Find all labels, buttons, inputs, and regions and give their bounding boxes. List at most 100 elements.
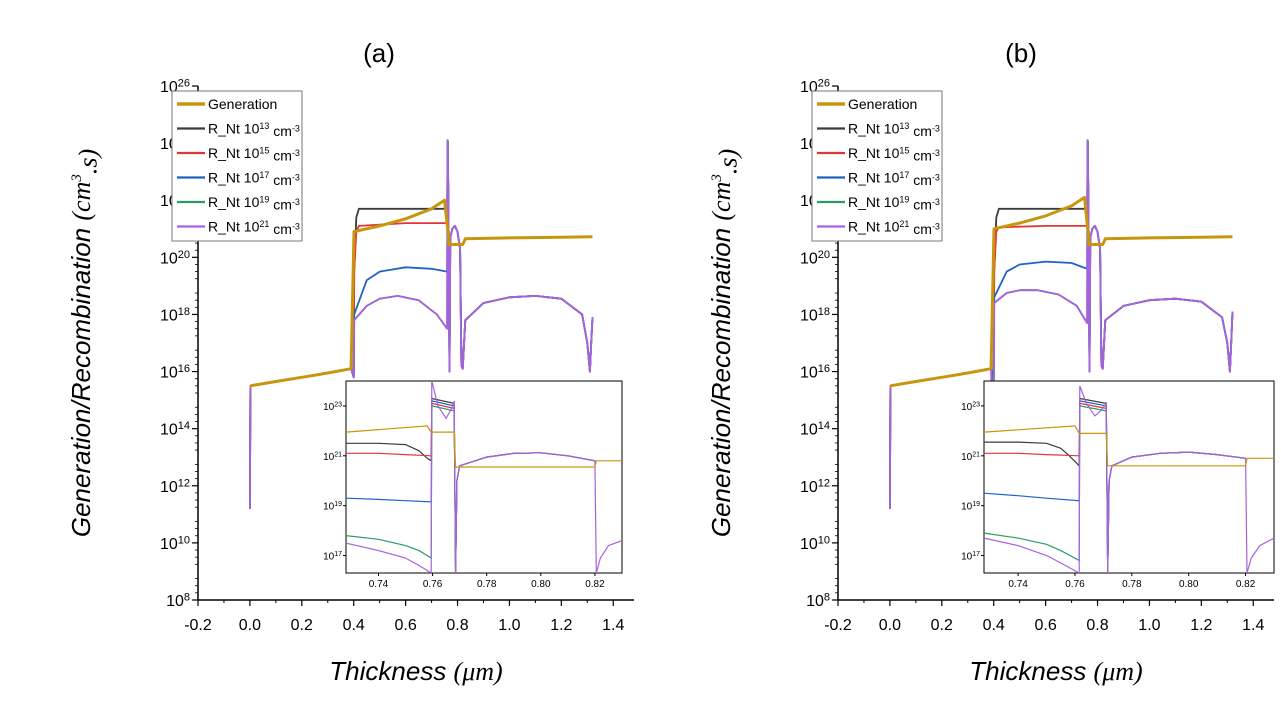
y-tick-label-exp: 14 xyxy=(178,420,190,432)
x-axis-title-unit: (μm) xyxy=(454,657,503,686)
y-tick-label-exp: 18 xyxy=(178,306,190,318)
inset-series-group xyxy=(984,385,1274,573)
legend-entry-unit: cm xyxy=(269,172,292,188)
y-axis-title: Generation/Recombination (cm3.s) xyxy=(66,149,103,537)
inset-x-tick-label: 0.74 xyxy=(369,579,389,590)
y-tick-label: 1020 xyxy=(800,249,830,268)
legend-box xyxy=(811,90,943,242)
inset-x-tick-label: 0.76 xyxy=(423,579,443,590)
legend-entry-main: R_Nt 10 xyxy=(208,145,260,161)
legend-entry: R_Nt 1015 cm-3 xyxy=(848,145,940,164)
y-axis-title-sup: 3 xyxy=(709,174,725,183)
inset-y-tick-label-base: 10 xyxy=(961,452,973,463)
legend-entry-main: R_Nt 10 xyxy=(208,194,260,210)
inset-y-tick-label-exp: 17 xyxy=(972,551,980,558)
legend-entry-unit-exp: -3 xyxy=(932,173,940,183)
legend-entry-exp: 13 xyxy=(259,121,269,131)
x-tick-label: -0.2 xyxy=(824,617,852,634)
y-tick-label-exp: 16 xyxy=(178,363,190,375)
legend-entry-exp: 17 xyxy=(259,170,269,180)
legend-entry-exp: 17 xyxy=(899,170,909,180)
x-axis-title-unit: (μm) xyxy=(1094,657,1143,686)
legend-entry-unit-exp: -3 xyxy=(292,124,300,134)
y-tick-label-base: 10 xyxy=(800,422,818,439)
legend-entry-unit-exp: -3 xyxy=(292,148,300,158)
legend-entry-exp: 19 xyxy=(259,195,269,205)
legend-entry-unit: cm xyxy=(909,172,932,188)
inset-y-tick-label-base: 10 xyxy=(961,502,973,513)
x-tick-label: 0.4 xyxy=(343,617,365,634)
y-axis-title-tail: .s) xyxy=(714,149,743,174)
legend-entry-unit-exp: -3 xyxy=(292,197,300,207)
inset-y-tick-label: 1021 xyxy=(323,451,342,463)
inset-series-line xyxy=(346,381,622,573)
y-tick-label-exp: 16 xyxy=(818,363,830,375)
inset-y-tick-label-base: 10 xyxy=(323,452,335,463)
legend-entry: Generation xyxy=(208,96,277,112)
legend-entry-unit-exp: -3 xyxy=(932,197,940,207)
inset-y-tick-label: 1023 xyxy=(323,401,342,413)
y-tick-label: 1010 xyxy=(160,534,190,553)
legend-entry-unit: cm xyxy=(909,197,932,213)
y-tick-label-base: 10 xyxy=(806,593,824,610)
legend-entry-unit-exp: -3 xyxy=(932,148,940,158)
legend-entry-unit: cm xyxy=(269,123,292,139)
y-tick-label-exp: 12 xyxy=(178,477,190,489)
y-tick-label-exp: 12 xyxy=(818,477,830,489)
y-tick-label-exp: 8 xyxy=(824,592,830,604)
y-axis-title-tail: .s) xyxy=(74,149,103,174)
x-tick-label: 0.8 xyxy=(1086,617,1108,634)
y-axis-title-sup: 3 xyxy=(69,174,85,183)
x-axis-title: Thickness (μm) xyxy=(969,656,1142,686)
inset-y-tick-label: 1021 xyxy=(961,451,980,463)
legend-entry: R_Nt 1017 cm-3 xyxy=(208,170,300,189)
y-tick-label: 108 xyxy=(166,592,190,611)
y-tick-label-exp: 10 xyxy=(178,534,190,546)
x-axis-title-main: Thickness xyxy=(969,656,1093,686)
legend-entry-main: R_Nt 10 xyxy=(208,219,260,235)
x-tick-label: 1.0 xyxy=(498,617,520,634)
legend-entry-exp: 21 xyxy=(259,219,269,229)
inset-y-tick-label-base: 10 xyxy=(323,552,335,563)
legend-entry: R_Nt 1019 cm-3 xyxy=(848,194,940,213)
y-axis-title-main: Generation/Recombination xyxy=(706,221,736,538)
y-tick-label: 1016 xyxy=(800,363,830,382)
legend-entry: Generation xyxy=(848,96,917,112)
legend-entry-unit: cm xyxy=(909,148,932,164)
y-tick-label: 1014 xyxy=(800,420,830,439)
legend-entry-main: R_Nt 10 xyxy=(848,219,900,235)
y-tick-label-exp: 26 xyxy=(178,78,190,90)
inset-x-tick-label: 0.82 xyxy=(585,579,605,590)
x-tick-label: 1.4 xyxy=(602,617,624,634)
y-tick-label: 1012 xyxy=(800,477,830,496)
y-tick-label-base: 10 xyxy=(160,479,178,496)
inset-y-tick-label-exp: 23 xyxy=(334,401,342,408)
chart-panel-a: (a)-0.2 0.0 0.2 0.4 0.6 0.8 1.0 1.2 1.4108101010… xyxy=(66,38,634,686)
y-tick-label: 1018 xyxy=(800,306,830,325)
inset-x-tick-label: 0.80 xyxy=(1179,579,1199,590)
y-tick-label-exp: 10 xyxy=(818,534,830,546)
inset-frame xyxy=(345,380,623,574)
inset-y-tick-label-base: 10 xyxy=(961,552,973,563)
legend-entry-exp: 21 xyxy=(899,219,909,229)
series-line-generation xyxy=(248,198,593,388)
inset-series-line xyxy=(346,425,622,468)
inset-x-tick-label: 0.78 xyxy=(477,579,497,590)
y-tick-label: 1018 xyxy=(160,306,190,325)
y-tick-label-base: 10 xyxy=(800,307,818,324)
y-axis-title-unit: (cm xyxy=(707,182,736,221)
x-tick-label: 0.0 xyxy=(879,617,901,634)
y-tick-label-base: 10 xyxy=(166,593,184,610)
x-tick-label: 0.4 xyxy=(983,617,1005,634)
inset-y-tick-label-base: 10 xyxy=(961,402,973,413)
y-axis-title-main: Generation/Recombination xyxy=(66,221,96,538)
inset-y-tick-label-exp: 23 xyxy=(972,401,980,408)
inset-x-tick-label: 0.80 xyxy=(531,579,551,590)
inset-y-tick-label: 1023 xyxy=(961,401,980,413)
inset-x-tick-label: 0.78 xyxy=(1122,579,1142,590)
x-tick-label: 0.6 xyxy=(1034,617,1056,634)
chart-panel-b: (b)-0.2 0.0 0.2 0.4 0.6 0.8 1.0 1.2 1.4108101010… xyxy=(706,38,1275,686)
inset-series-line xyxy=(984,385,1274,573)
y-tick-label: 1016 xyxy=(160,363,190,382)
